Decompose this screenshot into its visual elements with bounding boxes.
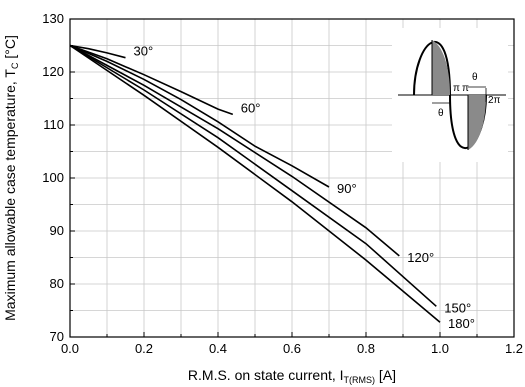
series-label-5: 150° [444,300,471,315]
series-line-4 [69,44,400,257]
y-tick-label: 80 [50,276,64,291]
y-tick-label: 110 [43,117,64,132]
x-tick-label: 0.8 [357,341,375,356]
x-tick-label: 0.0 [61,341,79,356]
inset-label-1: π [453,83,460,94]
x-tick-label: 1.2 [505,341,523,356]
series-group [69,44,441,323]
series-label-3: 90° [337,181,357,196]
y-axis-title-sub: C [10,62,20,69]
x-axis-title-unit: [A] [375,367,396,383]
series-label-2: 60° [241,100,261,115]
x-tick-label: 0.4 [209,341,227,356]
inset-negative-shade [468,95,486,150]
x-tick-label: 0.6 [283,341,301,356]
y-tick-label: 70 [50,329,64,344]
series-label-4: 120° [407,250,434,265]
series-label-1: 30° [134,44,154,59]
x-tick-label: 0.2 [135,341,153,356]
x-tick-label: 1.0 [431,341,449,356]
y-tick-label: 100 [42,170,64,185]
inset-label-5: 2π [488,95,501,106]
series-line-6 [69,44,441,323]
x-axis-ticks: 0.0 0.2 0.4 0.6 0.8 1.0 1.2 [61,332,523,356]
y-tick-label: 130 [42,11,64,26]
curve-labels: 30° 60° 90° 120° 150°180° [134,44,475,331]
y-axis-title-unit: [°C] [2,35,18,62]
x-axis-title: R.M.S. on state current, IT(RMS) [A] [188,367,396,385]
y-axis-ticks: 70 80 90 100 110 120 130 [42,11,75,344]
y-axis-title: Maximum allowable case temperature, TC [… [2,35,20,321]
series-line-3 [69,44,330,188]
inset-positive-shade [432,40,450,95]
inset-label-3: θ [472,72,478,83]
y-tick-label: 120 [42,64,64,79]
series-line-2 [69,44,234,116]
inset-label-4: π [462,83,469,94]
inset-label-2: θ [438,108,444,119]
series-label-6: 180° [448,316,475,331]
x-axis-title-sub: T(RMS) [344,375,376,385]
series-line-5 [69,44,437,307]
series-line-1 [69,44,126,59]
y-tick-label: 90 [50,223,64,238]
